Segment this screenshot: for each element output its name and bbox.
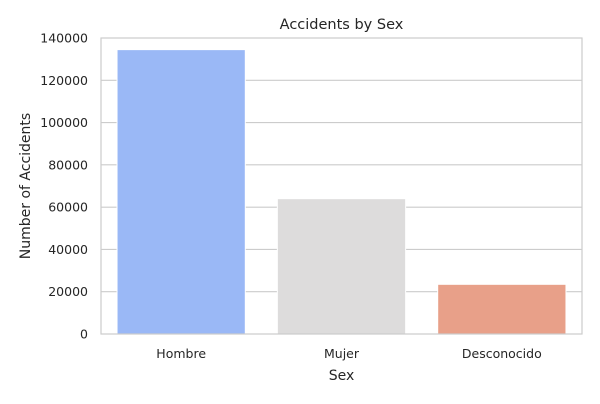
- bar-desconocido: [437, 283, 567, 335]
- y-tick-label: 40000: [48, 242, 88, 257]
- y-tick-label: 20000: [48, 284, 88, 299]
- x-tick-label: Hombre: [156, 346, 206, 361]
- y-tick-label: 120000: [40, 73, 88, 88]
- bars: [116, 49, 567, 335]
- x-axis-label: Sex: [329, 368, 355, 384]
- y-tick-label: 80000: [48, 157, 88, 172]
- chart-title: Accidents by Sex: [280, 17, 404, 33]
- y-tick-label: 0: [80, 327, 88, 342]
- x-tick-label: Desconocido: [462, 346, 542, 361]
- x-tick-label: Mujer: [324, 346, 360, 361]
- y-axis-label: Number of Accidents: [18, 113, 34, 259]
- y-tick-label: 140000: [40, 31, 88, 46]
- x-tick-labels: Hombre Mujer Desconocido: [156, 346, 541, 361]
- bar-mujer: [276, 198, 407, 335]
- y-tick-labels: 0 20000 40000 60000 80000 100000 120000 140000: [40, 31, 88, 342]
- plot-frame: [100, 37, 583, 335]
- y-tick-label: 60000: [48, 200, 88, 215]
- bar-hombre: [116, 49, 246, 335]
- y-tick-label: 100000: [40, 115, 88, 130]
